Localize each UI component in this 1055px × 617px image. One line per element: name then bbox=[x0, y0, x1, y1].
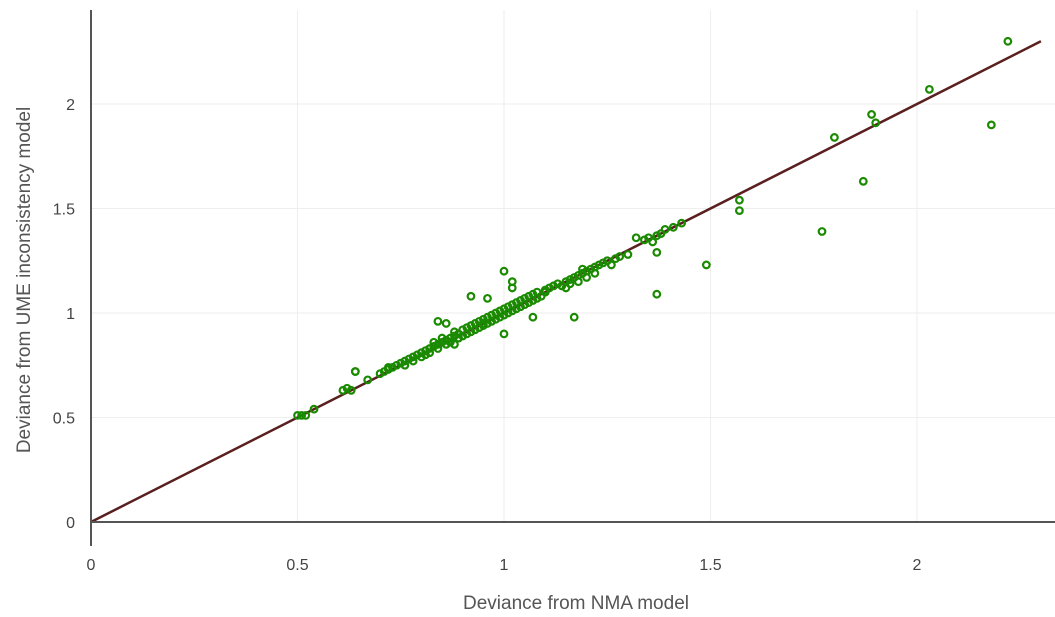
data-point bbox=[301, 411, 311, 420]
data-point bbox=[830, 133, 839, 142]
data-point bbox=[499, 329, 509, 339]
data-point bbox=[858, 176, 868, 186]
y-tick-label: 0 bbox=[66, 515, 75, 532]
x-tick-labels: 0 0.5 1 1.5 2 bbox=[87, 557, 922, 574]
x-axis-title: Deviance from NMA model bbox=[463, 593, 689, 614]
data-point bbox=[478, 319, 488, 328]
data-point bbox=[582, 273, 591, 282]
data-point bbox=[309, 404, 319, 414]
data-point bbox=[450, 339, 459, 349]
reference-line bbox=[90, 40, 1042, 524]
data-point bbox=[400, 360, 410, 370]
x-tick-label: 1.5 bbox=[699, 557, 721, 574]
data-point bbox=[652, 289, 662, 299]
data-point bbox=[507, 283, 517, 293]
data-point bbox=[569, 312, 579, 322]
data-point bbox=[293, 411, 302, 420]
data-point bbox=[986, 120, 996, 130]
y-tick-label: 0.5 bbox=[53, 411, 75, 428]
x-tick-label: 0.5 bbox=[286, 557, 308, 574]
data-point bbox=[363, 375, 373, 385]
data-points bbox=[293, 36, 1013, 420]
data-point bbox=[297, 411, 307, 420]
data-point bbox=[631, 233, 641, 243]
data-point bbox=[540, 287, 550, 297]
y-tick-label: 1 bbox=[66, 306, 75, 323]
data-point bbox=[623, 250, 633, 259]
y-tick-label: 2 bbox=[66, 97, 75, 114]
data-point bbox=[871, 118, 881, 128]
data-point bbox=[346, 385, 356, 395]
data-point bbox=[433, 316, 443, 326]
data-point bbox=[735, 195, 744, 205]
data-point bbox=[677, 218, 686, 228]
data-point bbox=[528, 312, 538, 322]
data-point bbox=[573, 277, 583, 287]
data-point bbox=[602, 256, 612, 266]
data-point bbox=[1003, 36, 1013, 46]
data-point bbox=[408, 356, 418, 366]
reference-line-layer bbox=[90, 40, 1042, 524]
data-point bbox=[652, 247, 662, 257]
data-point bbox=[433, 344, 443, 353]
data-point bbox=[483, 293, 492, 303]
x-tick-label: 0 bbox=[87, 557, 96, 574]
data-point bbox=[565, 279, 575, 289]
y-axis-title: Deviance from UME inconsistency model bbox=[14, 107, 35, 453]
data-point bbox=[590, 268, 600, 278]
data-point bbox=[668, 222, 678, 232]
data-point bbox=[466, 291, 476, 301]
data-point bbox=[383, 362, 393, 372]
data-point bbox=[924, 84, 934, 94]
y-tick-label: 1.5 bbox=[53, 202, 75, 219]
data-point bbox=[578, 264, 587, 274]
data-point bbox=[441, 319, 451, 328]
axes bbox=[90, 10, 1055, 546]
data-point bbox=[615, 252, 625, 261]
data-point bbox=[867, 110, 876, 119]
x-tick-label: 1 bbox=[500, 557, 509, 574]
data-point bbox=[735, 206, 744, 215]
data-point bbox=[701, 260, 711, 270]
data-point bbox=[350, 367, 360, 376]
data-point bbox=[648, 237, 658, 247]
data-point bbox=[425, 348, 435, 358]
data-point bbox=[499, 266, 509, 276]
data-point bbox=[817, 227, 827, 236]
y-tick-labels: 0 0.5 1 1.5 2 bbox=[53, 97, 75, 532]
data-point bbox=[660, 224, 670, 234]
x-tick-label: 2 bbox=[913, 557, 922, 574]
grid bbox=[91, 10, 1055, 522]
